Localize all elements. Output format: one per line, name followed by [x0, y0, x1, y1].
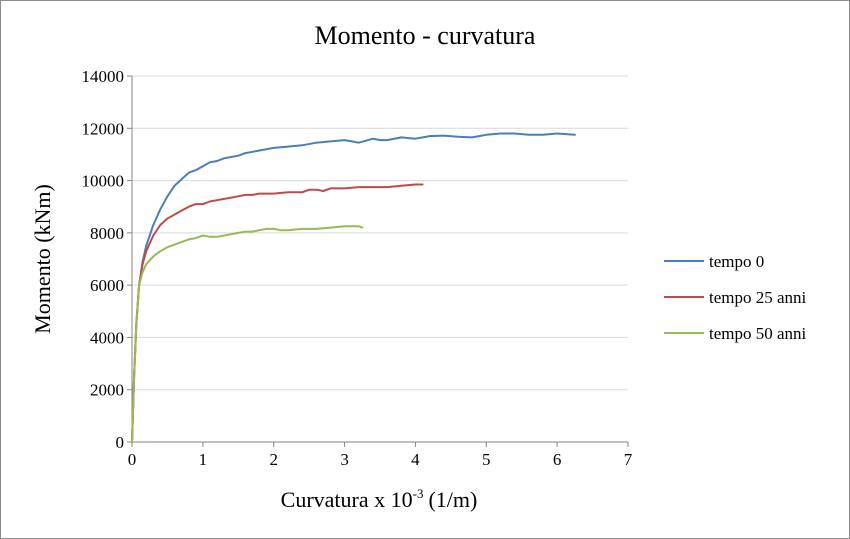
y-tick-label: 10000 [82, 172, 125, 191]
y-tick-label: 8000 [90, 224, 124, 243]
x-tick-label: 0 [128, 450, 137, 469]
x-tick-label: 1 [199, 450, 208, 469]
x-tick-label: 7 [624, 450, 633, 469]
x-axis-label-exponent: -3 [413, 486, 424, 501]
x-axis-label-unit: (1/m) [428, 487, 477, 512]
legend-label: tempo 25 anni [709, 288, 807, 307]
series-line-tempo-50-anni [131, 225, 364, 443]
legend: tempo 0 tempo 25 anni tempo 50 anni [664, 252, 807, 343]
x-axis-label: Curvatura x 10-3 (1/m) [281, 486, 478, 512]
y-tick-labels: 0 2000 4000 6000 8000 10000 12000 14000 [82, 67, 125, 452]
series-line-tempo-0 [131, 132, 576, 443]
series-line-tempo-25-anni [131, 183, 424, 443]
y-tick-label: 4000 [90, 328, 124, 347]
x-tick-label: 2 [269, 450, 278, 469]
y-axis-label: Momento (kNm) [30, 184, 55, 334]
y-tick-label: 6000 [90, 276, 124, 295]
y-tick-label: 2000 [90, 381, 124, 400]
chart-title: Momento - curvatura [315, 21, 536, 50]
x-tick-labels: 0 1 2 3 4 5 6 7 [128, 450, 633, 469]
y-tick-label: 14000 [82, 67, 125, 86]
y-tick-label: 0 [116, 433, 125, 452]
legend-label: tempo 50 anni [709, 324, 807, 343]
axes [127, 75, 629, 447]
gridlines [132, 75, 628, 391]
x-tick-label: 6 [553, 450, 562, 469]
x-tick-label: 3 [340, 450, 349, 469]
x-axis-label-main: Curvatura x 10 [281, 487, 413, 512]
y-tick-label: 12000 [82, 119, 125, 138]
series-lines [131, 132, 576, 443]
legend-label: tempo 0 [709, 252, 764, 271]
x-tick-label: 4 [411, 450, 420, 469]
x-tick-label: 5 [482, 450, 491, 469]
